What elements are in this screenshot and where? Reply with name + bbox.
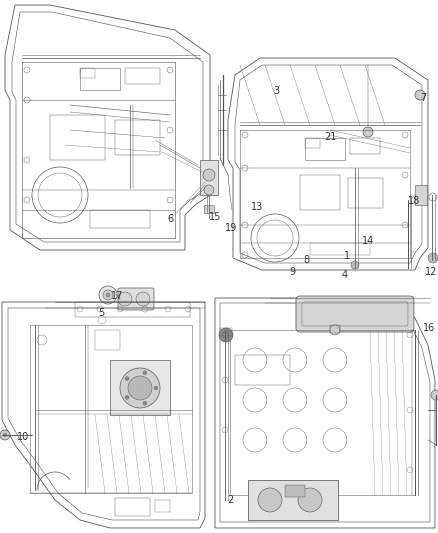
Bar bbox=[348, 178, 383, 208]
Circle shape bbox=[120, 368, 160, 408]
Bar bbox=[80, 68, 95, 78]
Text: 2: 2 bbox=[227, 495, 233, 505]
Bar bbox=[305, 138, 320, 148]
Circle shape bbox=[351, 261, 359, 269]
Text: 10: 10 bbox=[17, 432, 29, 442]
Bar bbox=[50, 115, 105, 160]
Text: 16: 16 bbox=[423, 323, 435, 333]
Bar bbox=[230, 330, 415, 495]
Text: 8: 8 bbox=[304, 255, 310, 265]
FancyBboxPatch shape bbox=[118, 288, 154, 310]
Circle shape bbox=[415, 90, 425, 100]
Circle shape bbox=[428, 253, 438, 263]
Text: 21: 21 bbox=[325, 132, 337, 142]
Bar bbox=[300, 175, 340, 210]
Circle shape bbox=[143, 401, 147, 405]
Bar bbox=[90, 210, 150, 228]
Text: 19: 19 bbox=[225, 223, 237, 233]
Bar bbox=[248, 480, 338, 520]
Text: 5: 5 bbox=[99, 309, 105, 318]
Text: 12: 12 bbox=[425, 267, 438, 277]
Circle shape bbox=[363, 127, 373, 137]
Bar bbox=[220, 328, 232, 336]
Text: 1: 1 bbox=[344, 251, 350, 261]
Bar bbox=[155, 500, 170, 512]
Circle shape bbox=[106, 293, 110, 297]
Text: 15: 15 bbox=[209, 213, 222, 222]
Circle shape bbox=[298, 488, 322, 512]
Bar bbox=[310, 243, 370, 255]
Text: 4: 4 bbox=[342, 270, 348, 280]
Bar bbox=[95, 330, 120, 350]
Bar bbox=[110, 360, 170, 415]
FancyBboxPatch shape bbox=[296, 296, 414, 332]
Circle shape bbox=[143, 371, 147, 375]
Circle shape bbox=[330, 325, 340, 335]
Bar bbox=[200, 160, 218, 195]
Circle shape bbox=[125, 395, 129, 399]
Bar bbox=[415, 185, 427, 205]
Text: 18: 18 bbox=[408, 197, 420, 206]
Bar bbox=[125, 68, 160, 84]
Text: 17: 17 bbox=[111, 291, 124, 301]
Circle shape bbox=[258, 488, 282, 512]
Bar bbox=[115, 498, 150, 516]
Circle shape bbox=[136, 292, 150, 306]
Circle shape bbox=[118, 292, 132, 306]
Bar bbox=[204, 205, 214, 213]
Text: 13: 13 bbox=[251, 202, 263, 212]
Circle shape bbox=[3, 433, 7, 437]
Bar bbox=[305, 138, 345, 160]
Circle shape bbox=[125, 377, 129, 381]
Circle shape bbox=[0, 430, 10, 440]
Bar bbox=[30, 325, 192, 493]
Bar bbox=[285, 485, 305, 497]
Text: 7: 7 bbox=[420, 93, 426, 102]
Text: 6: 6 bbox=[168, 214, 174, 223]
Bar bbox=[80, 68, 120, 90]
Circle shape bbox=[204, 185, 214, 195]
Circle shape bbox=[203, 169, 215, 181]
Bar bbox=[350, 138, 380, 154]
Bar bbox=[235, 355, 290, 385]
Bar bbox=[75, 302, 190, 317]
Bar bbox=[115, 120, 160, 155]
Circle shape bbox=[154, 386, 158, 390]
Circle shape bbox=[431, 390, 438, 400]
Circle shape bbox=[128, 376, 152, 400]
Bar bbox=[330, 325, 340, 333]
Circle shape bbox=[103, 290, 113, 300]
Text: 9: 9 bbox=[290, 267, 296, 277]
Circle shape bbox=[99, 286, 117, 304]
Circle shape bbox=[219, 328, 233, 342]
Text: 3: 3 bbox=[273, 86, 279, 95]
Text: 14: 14 bbox=[362, 236, 374, 246]
